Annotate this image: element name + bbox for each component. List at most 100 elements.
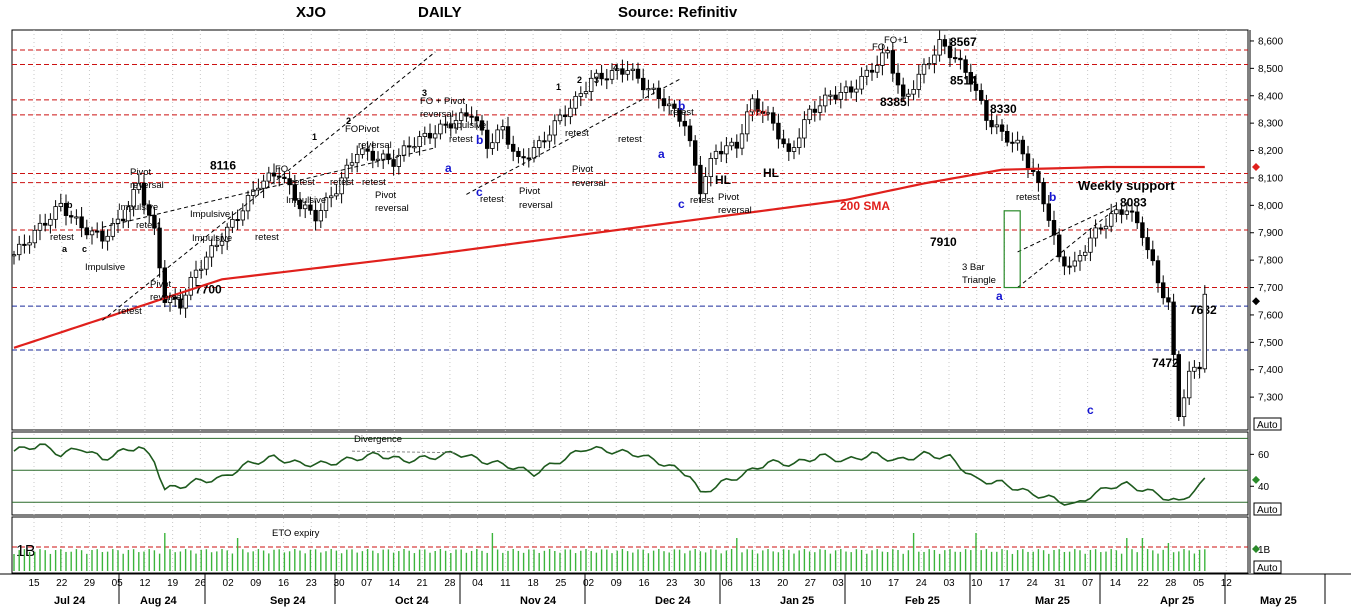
candle-body bbox=[235, 219, 240, 222]
candle-body bbox=[360, 148, 365, 155]
candle-body bbox=[464, 112, 469, 117]
candle-body bbox=[313, 209, 318, 222]
x-day-label: 22 bbox=[56, 578, 68, 589]
candle-body bbox=[750, 98, 755, 113]
chart-annotation: Impulsive bbox=[85, 262, 125, 273]
candle-body bbox=[661, 98, 667, 107]
candle-body bbox=[687, 125, 693, 142]
wave-label: c bbox=[1087, 403, 1094, 417]
candle-body bbox=[703, 176, 708, 195]
candle-body bbox=[760, 110, 765, 114]
candle-body bbox=[178, 298, 183, 309]
x-month-label: Mar 25 bbox=[1035, 595, 1070, 607]
rsi-annotation: Divergence bbox=[354, 434, 402, 445]
candle-body bbox=[495, 129, 500, 144]
wave-label: 2 bbox=[577, 75, 582, 85]
candle-body bbox=[1077, 255, 1083, 262]
chart-annotation: retest bbox=[255, 232, 279, 243]
wave-label: b bbox=[1049, 190, 1056, 204]
candle-body bbox=[1155, 260, 1161, 284]
trend-channel-line bbox=[102, 147, 436, 228]
x-day-label: 13 bbox=[749, 578, 761, 589]
candle-body bbox=[864, 69, 869, 77]
candle-body bbox=[1020, 139, 1025, 155]
candle-body bbox=[1114, 209, 1119, 215]
candle-body bbox=[48, 218, 53, 226]
chart-annotation: retest bbox=[480, 194, 504, 205]
x-day-label: 21 bbox=[417, 578, 429, 589]
x-month-label: Dec 24 bbox=[655, 595, 691, 607]
candle-body bbox=[74, 216, 79, 219]
candle-body bbox=[947, 45, 953, 58]
candle-body bbox=[370, 150, 375, 161]
candle-body bbox=[609, 70, 615, 80]
y-tick-label: 7,800 bbox=[1258, 256, 1283, 267]
chart-annotation: Pivot bbox=[519, 186, 540, 197]
candle-body bbox=[172, 296, 178, 300]
candle-body bbox=[469, 115, 474, 118]
candle-body bbox=[859, 75, 864, 90]
candle-body bbox=[516, 150, 521, 157]
wave-label: 3 bbox=[594, 75, 599, 85]
candle-body bbox=[37, 222, 43, 231]
candle-body bbox=[1192, 366, 1197, 372]
candle-body bbox=[542, 140, 547, 143]
chart-annotation: FOPivot bbox=[345, 124, 380, 135]
candle-body bbox=[198, 268, 204, 271]
chart-annotation: retest bbox=[618, 134, 642, 145]
candle-body bbox=[563, 114, 568, 118]
x-day-label: 09 bbox=[250, 578, 262, 589]
x-month-label: Oct 24 bbox=[395, 595, 430, 607]
candle-body bbox=[745, 111, 750, 135]
wave-label: 2 bbox=[346, 116, 351, 126]
x-day-label: 16 bbox=[638, 578, 650, 589]
x-day-label: 05 bbox=[112, 578, 124, 589]
candle-body bbox=[828, 94, 833, 97]
candle-body bbox=[412, 146, 417, 149]
x-day-label: 15 bbox=[28, 578, 40, 589]
candle-body bbox=[557, 114, 563, 122]
volume-ref-label: 1B bbox=[16, 543, 36, 560]
candle-body bbox=[635, 68, 641, 79]
volume-marker bbox=[1252, 545, 1260, 553]
candle-body bbox=[869, 69, 875, 73]
chart-annotation: Pivot bbox=[572, 164, 593, 175]
level-value-label: 8330 bbox=[990, 102, 1017, 116]
candle-body bbox=[1041, 181, 1046, 205]
auto-box bbox=[1253, 502, 1282, 516]
wave-label: b bbox=[678, 99, 685, 113]
candle-body bbox=[843, 86, 849, 93]
x-day-label: 14 bbox=[389, 578, 401, 589]
candle-body bbox=[1176, 354, 1181, 418]
candle-body bbox=[505, 126, 511, 145]
candle-body bbox=[354, 154, 360, 164]
candle-body bbox=[1109, 213, 1114, 227]
wave-label: a bbox=[445, 161, 452, 175]
candle-body bbox=[620, 68, 625, 75]
candle-body bbox=[698, 164, 703, 195]
y-tick-label: 8,100 bbox=[1258, 173, 1283, 184]
trend-channel-line bbox=[466, 78, 680, 195]
candle-body bbox=[334, 193, 339, 197]
candle-body bbox=[328, 195, 334, 199]
candle-body bbox=[406, 145, 412, 148]
candle-body bbox=[734, 141, 739, 149]
candle-body bbox=[1046, 203, 1051, 221]
candle-body bbox=[672, 103, 677, 109]
candle-body bbox=[781, 138, 786, 145]
candle-body bbox=[105, 235, 110, 242]
x-month-label: May 25 bbox=[1260, 595, 1297, 607]
candle-body bbox=[152, 214, 157, 229]
volume-tick-label: 1B bbox=[1258, 545, 1271, 556]
wave-label: c bbox=[476, 185, 483, 199]
chart-annotation: retest bbox=[449, 134, 473, 145]
x-day-label: 12 bbox=[139, 578, 151, 589]
wave-label: b bbox=[476, 133, 483, 147]
candle-body bbox=[604, 78, 609, 81]
x-day-label: 07 bbox=[1082, 578, 1094, 589]
price-marker bbox=[1252, 162, 1260, 171]
candle-body bbox=[849, 86, 854, 93]
wave-label: 4 bbox=[613, 63, 618, 73]
candle-body bbox=[261, 180, 266, 189]
x-day-label: 02 bbox=[223, 578, 235, 589]
